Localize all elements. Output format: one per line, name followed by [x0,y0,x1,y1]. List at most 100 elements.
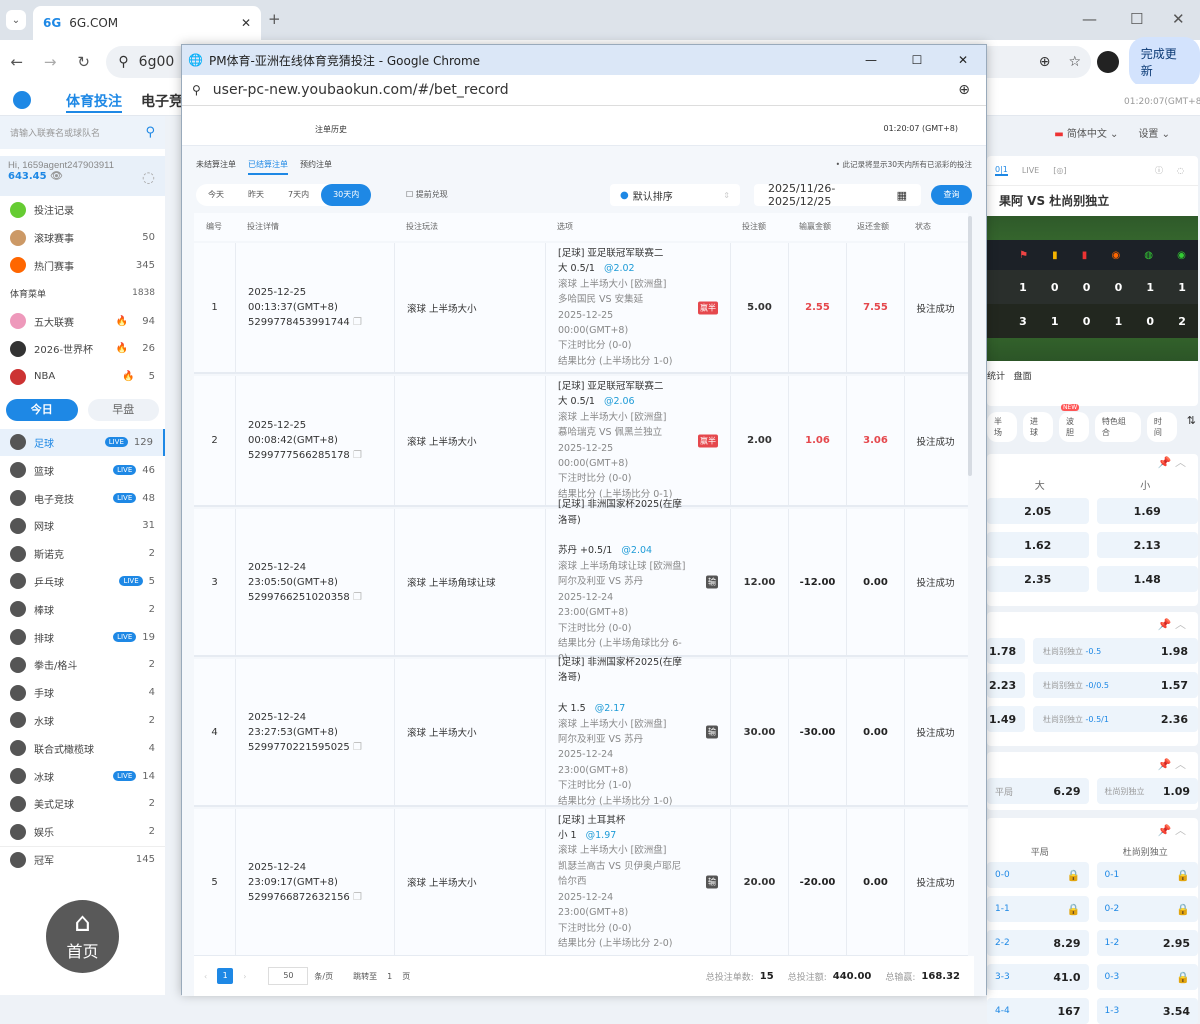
correct-score-button[interactable]: 0-3 🔒 [1096,964,1198,990]
record-tab-2[interactable]: 预约注单 [300,160,332,169]
home-float-button[interactable]: ⌂ 首页 [46,900,119,973]
sidebar-sport-5[interactable]: 乒乓球 LIVE 5 [0,568,165,596]
sidebar-item[interactable]: 滚球赛事 50 [0,224,165,252]
sidebar-sport-9[interactable]: 手球 4 [0,679,165,707]
sidebar-sport-7[interactable]: 排球 LIVE 19 [0,623,165,651]
today-tab[interactable]: 今日 [6,398,78,421]
tab-market[interactable]: 盘面 [1013,372,1032,382]
copy-icon[interactable]: ❐ [352,891,362,903]
record-tab-0[interactable]: 未结算注单 [196,160,236,169]
odds-button[interactable]: 2.13 [1096,532,1198,558]
odds-button[interactable]: 杜尚别独立 -0.5/1 2.36 [1033,706,1198,732]
correct-score-button[interactable]: 1-1 🔒 [987,896,1089,922]
zoom-icon[interactable]: ⊕ [958,82,970,98]
nav-esports[interactable]: 电子竞 [141,94,181,110]
sidebar-sport-10[interactable]: 水球 2 [0,707,165,735]
odds-button[interactable]: 2.05 [987,498,1089,524]
market-filter[interactable]: 特色组合 [1094,412,1141,442]
correct-score-button[interactable]: 0-0 🔒 [987,862,1089,888]
correct-score-button[interactable]: 4-4 167 [987,998,1089,1024]
language-select[interactable]: ▬ 简体中文 ⌄ [1054,128,1119,140]
pin-collapse-icon[interactable]: 📌 ︿ [1157,456,1186,469]
prev-page-icon[interactable]: ‹ [204,971,208,981]
odds-button[interactable]: 2.23 [987,672,1025,698]
next-page-icon[interactable]: › [243,971,247,981]
sidebar-item[interactable]: 五大联赛 🔥 94 [0,307,165,335]
odds-away[interactable]: 杜尚别独立 1.09 [1096,778,1198,804]
settings-menu[interactable]: 设置 ⌄ [1138,128,1170,140]
video-tab-icon[interactable]: [◎] [1053,166,1067,175]
tab-6g[interactable]: 6G 6G.COM ✕ [33,6,261,40]
info-icon[interactable]: ⓘ [1155,166,1164,175]
odds-button[interactable]: 1.48 [1096,566,1198,592]
forward-icon[interactable]: → [43,53,57,71]
update-button[interactable]: 完成更新 [1128,37,1200,87]
market-filter[interactable]: 半场 [987,412,1017,442]
odds-button[interactable]: 杜尚别独立 -0/0.5 1.57 [1033,672,1198,698]
correct-score-button[interactable]: 2-2 8.29 [987,930,1089,956]
correct-score-button[interactable]: 0-1 🔒 [1096,862,1198,888]
sidebar-item[interactable]: 投注记录 [0,196,165,224]
odds-draw[interactable]: 平局 6.29 [987,778,1089,804]
sidebar-sport-14[interactable]: 娱乐 2 [0,818,165,846]
sidebar-item[interactable]: 热门赛事 345 [0,252,165,280]
sidebar-item[interactable]: NBA 🔥 5 [0,363,165,391]
table-scrollbar[interactable] [968,216,972,476]
sidebar-sport-8[interactable]: 拳击/格斗 2 [0,651,165,679]
pin-collapse-icon[interactable]: 📌 ︿ [1157,824,1186,837]
scoreboard-tab-icon[interactable]: 0|1 [995,165,1008,176]
tab-search-button[interactable]: ⌄ [6,10,26,30]
close-tab-icon[interactable]: ✕ [240,16,251,30]
range-0[interactable]: 今天 [208,190,224,199]
market-filter[interactable]: 进球 [1022,412,1053,442]
sidebar-sport-12[interactable]: 冰球 LIVE 14 [0,762,165,790]
back-icon[interactable]: ← [10,53,24,71]
odds-button[interactable]: 2.35 [987,566,1089,592]
odds-button[interactable]: 1.49 [987,706,1025,732]
odds-button[interactable]: 1.69 [1096,498,1198,524]
record-tab-1[interactable]: 已结算注单 [248,159,288,175]
sidebar-sport-2[interactable]: 电子竞技 LIVE 48 [0,484,165,512]
pin-collapse-icon[interactable]: 📌 ︿ [1157,758,1186,771]
live-tab-icon[interactable]: LIVE [1021,166,1040,175]
odds-button[interactable]: 1.62 [987,532,1089,558]
sidebar-item[interactable]: 体育菜单 1838 [10,288,155,300]
goto-page-input[interactable]: 1 [387,971,393,981]
range-3[interactable]: 30天内 [321,184,372,206]
sidebar-sport-11[interactable]: 联合式橄榄球 4 [0,734,165,762]
tab-stats[interactable]: 统计 [987,372,1006,382]
range-2[interactable]: 7天内 [288,190,310,199]
correct-score-button[interactable]: 3-3 41.0 [987,964,1089,990]
close-window-button[interactable]: ✕ [1172,10,1185,28]
sort-select[interactable]: ● 默认排序 ⇕ [610,184,740,206]
bookmark-star-icon[interactable]: ☆ [1068,54,1082,70]
sidebar-sport-13[interactable]: 美式足球 2 [0,790,165,818]
reload-icon[interactable]: ↻ [77,53,90,71]
pin-collapse-icon[interactable]: 📌 ︿ [1157,618,1186,631]
popup-maximize-button[interactable]: ☐ [911,53,923,67]
minimize-button[interactable]: — [1082,10,1097,28]
refresh-balance-icon[interactable]: ◌ [141,168,155,186]
site-info-icon[interactable]: ⚲ [192,83,201,97]
zoom-icon[interactable]: ⊕ [1038,54,1051,70]
sidebar-sport-1[interactable]: 篮球 LIVE 46 [0,456,165,484]
correct-score-button[interactable]: 1-2 2.95 [1096,930,1198,956]
refresh-icon[interactable]: ◌ [1177,166,1184,175]
search-box[interactable]: 请输入联赛名或球队名 ⚲ [0,116,165,149]
popup-address-bar[interactable]: ⚲ user-pc-new.youbaokun.com/#/bet_record… [182,75,986,106]
correct-score-button[interactable]: 1-3 3.54 [1096,998,1198,1024]
correct-score-button[interactable]: 0-2 🔒 [1096,896,1198,922]
popup-close-button[interactable]: ✕ [957,53,969,67]
range-1[interactable]: 昨天 [248,190,264,199]
sidebar-sport-3[interactable]: 网球 31 [0,512,165,540]
market-filter[interactable]: 波胆 NEW [1058,404,1089,442]
sort-icon[interactable]: ⇅ [1186,414,1197,427]
popup-minimize-button[interactable]: — [865,53,877,67]
market-filter[interactable]: 时间 [1146,412,1177,442]
sidebar-sport-4[interactable]: 斯诺克 2 [0,540,165,568]
early-cashout-checkbox[interactable]: ☐ 提前兑现 [406,190,448,199]
sidebar-item[interactable]: 2026-世界杯 🔥 26 [0,335,165,363]
nav-sports[interactable]: 体育投注 [66,91,122,113]
sidebar-sport-15[interactable]: 冠军 145 [0,845,165,874]
site-logo-icon[interactable] [13,91,31,109]
